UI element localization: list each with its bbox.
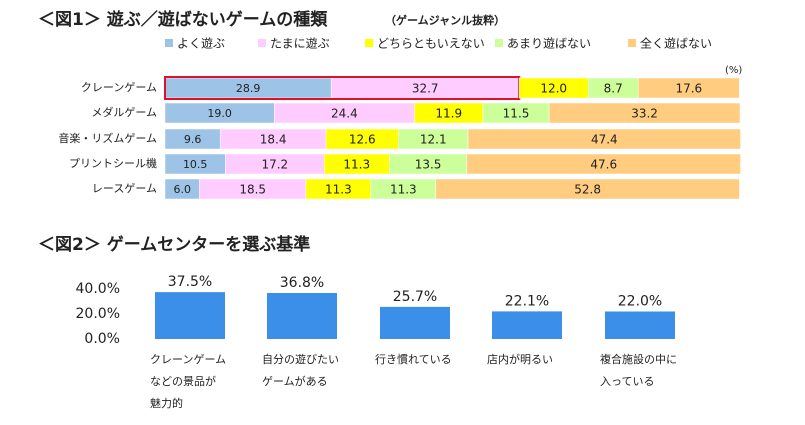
data-label: 28.9 xyxy=(236,82,261,95)
bar xyxy=(155,292,225,339)
data-label: 52.8 xyxy=(574,183,601,197)
legend-label: あまり遊ばない xyxy=(507,36,591,51)
data-label: 18.5 xyxy=(239,183,266,197)
chart-title: ＜図2＞ ゲームセンターを選ぶ基準 xyxy=(38,234,310,255)
data-label: 11.3 xyxy=(390,183,417,197)
y-tick-label: プリントシール機 xyxy=(69,156,157,170)
y-tick-label: 20.0% xyxy=(76,306,120,322)
chart-subtitle: （ゲームジャンル抜粋） xyxy=(385,13,505,27)
bar xyxy=(380,306,450,339)
x-tick-label: 複合施設の中に xyxy=(600,352,677,366)
legend-label: どちらともいえない xyxy=(377,37,485,51)
data-label: 10.5 xyxy=(183,158,208,171)
data-label: 12.1 xyxy=(420,133,447,147)
data-label: 47.4 xyxy=(591,133,618,147)
data-label: 11.3 xyxy=(343,158,370,172)
data-label: 24.4 xyxy=(331,107,358,121)
x-tick-label: などの景品が xyxy=(150,374,216,388)
legend-swatch xyxy=(165,39,173,47)
x-tick-label: 魅力的 xyxy=(150,396,183,410)
data-label: 12.6 xyxy=(349,133,376,147)
data-label: 12.0 xyxy=(540,82,567,96)
legend-swatch xyxy=(258,39,266,47)
data-label: 8.7 xyxy=(604,82,623,96)
legend-label: 全く遊ばない xyxy=(640,36,712,51)
legend-label: よく遊ぶ xyxy=(177,36,225,51)
bar-segment xyxy=(466,153,741,175)
data-label: 11.3 xyxy=(325,183,352,197)
data-label: 11.9 xyxy=(435,107,462,121)
y-tick-label: 40.0% xyxy=(76,281,120,297)
x-tick-label: 店内が明るい xyxy=(487,352,553,366)
data-label: 33.2 xyxy=(631,107,658,121)
bar xyxy=(605,311,675,339)
data-label: 22.1% xyxy=(505,293,549,309)
data-label: 32.7 xyxy=(412,82,439,96)
y-tick-label: クレーンゲーム xyxy=(81,81,157,94)
data-label: 6.0 xyxy=(174,183,192,196)
data-label: 47.6 xyxy=(590,158,617,172)
bar-segment xyxy=(548,102,741,124)
data-label: 19.0 xyxy=(207,107,232,120)
bar-segment xyxy=(467,128,741,150)
x-tick-label: 行き慣れている xyxy=(375,352,452,366)
data-label: 36.8% xyxy=(280,275,324,291)
legend-label: たまに遊ぶ xyxy=(270,36,330,51)
data-label: 17.6 xyxy=(675,82,702,96)
y-tick-label: 音楽・リズムゲーム xyxy=(58,131,157,145)
legend-swatch xyxy=(365,39,373,47)
x-tick-label: 自分の遊びたい xyxy=(262,352,339,366)
data-label: 37.5% xyxy=(168,274,212,290)
y-tick-label: レースゲーム xyxy=(92,182,157,195)
data-label: 13.5 xyxy=(415,158,442,172)
bar xyxy=(267,293,337,339)
bar-segment xyxy=(637,77,740,99)
data-label: 18.4 xyxy=(260,133,287,147)
x-tick-label: ゲームがある xyxy=(262,374,328,388)
y-tick-label: 0.0% xyxy=(84,331,120,347)
y-tick-label: メダルゲーム xyxy=(91,105,157,119)
x-tick-label: 入っている xyxy=(600,375,654,388)
bar-segment xyxy=(435,178,740,200)
data-label: 17.2 xyxy=(261,158,288,172)
legend-swatch xyxy=(495,39,503,47)
bar xyxy=(492,311,562,339)
data-label: 25.7% xyxy=(393,289,437,305)
data-label: 22.0% xyxy=(618,294,662,310)
legend-swatch xyxy=(628,39,636,47)
data-label: 9.6 xyxy=(184,133,202,146)
x-tick-label: クレーンゲーム xyxy=(150,353,226,366)
data-label: 11.5 xyxy=(503,107,530,121)
unit-label: (%) xyxy=(725,65,742,76)
chart-title: ＜図1＞ 遊ぶ／遊ばないゲームの種類 xyxy=(38,9,328,30)
